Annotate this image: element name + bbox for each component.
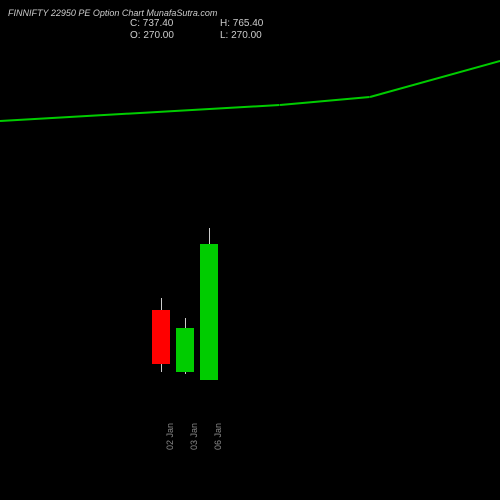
ohlc-h: H: 765.40 (220, 18, 263, 29)
x-axis-label: 02 Jan (165, 423, 175, 450)
ohlc-o: O: 270.00 (130, 30, 174, 41)
ohlc-c: C: 737.40 (130, 18, 173, 29)
x-axis-label: 06 Jan (213, 423, 223, 450)
candle-body (200, 244, 218, 380)
trend-line-segment (0, 104, 280, 122)
chart-title: FINNIFTY 22950 PE Option Chart MunafaSut… (8, 8, 217, 18)
x-axis-label: 03 Jan (189, 423, 199, 450)
candlestick-chart: FINNIFTY 22950 PE Option Chart MunafaSut… (0, 0, 500, 500)
ohlc-l: L: 270.00 (220, 30, 262, 41)
trend-line-segment (280, 96, 370, 106)
trend-line-segment (370, 60, 500, 98)
candle-body (176, 328, 194, 372)
candle-body (152, 310, 170, 364)
